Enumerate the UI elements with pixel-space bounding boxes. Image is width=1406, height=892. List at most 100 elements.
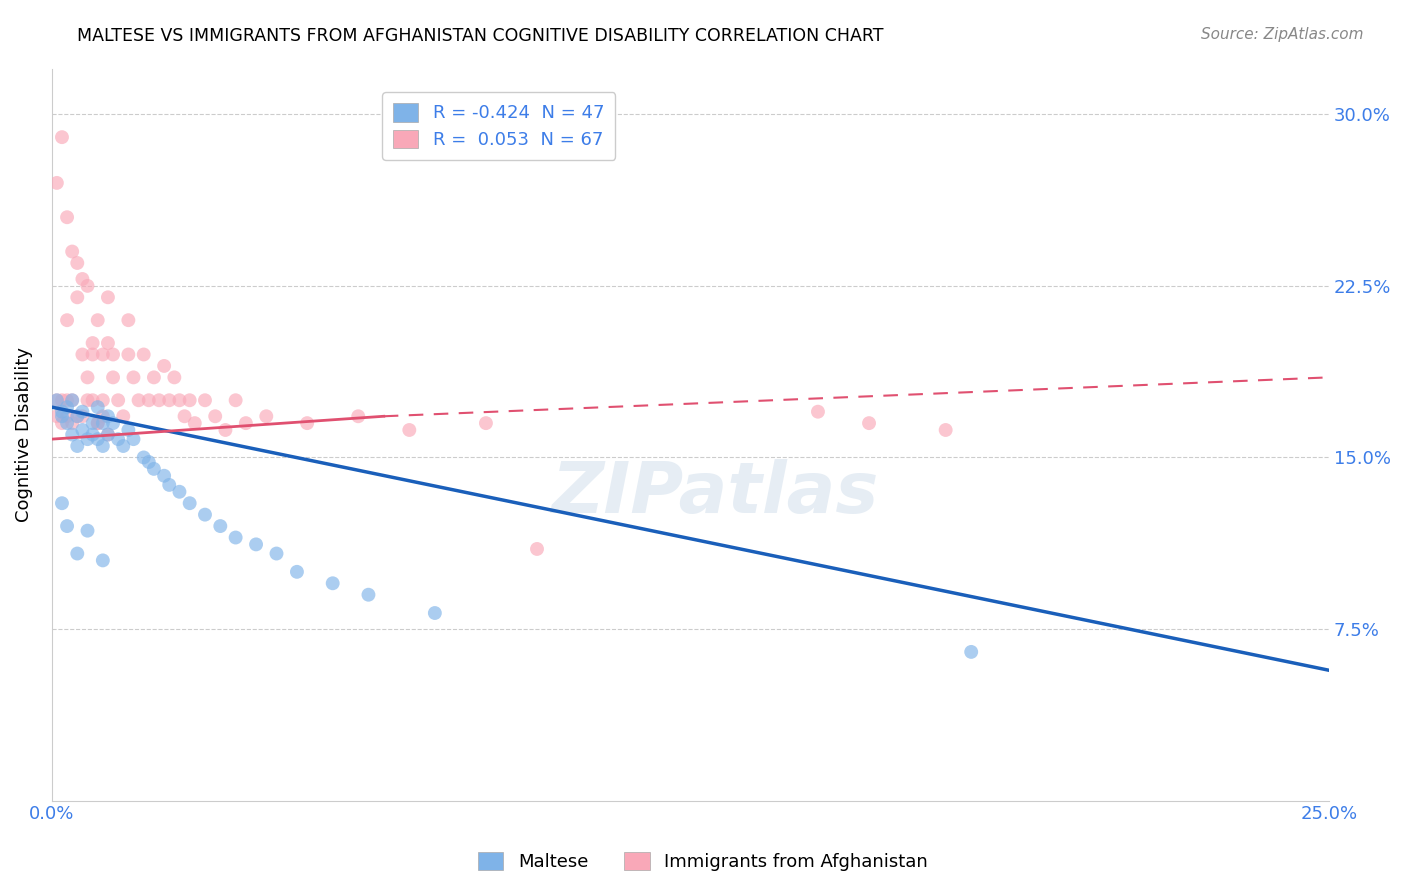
Point	[97, 290, 120, 304]
Point	[204, 409, 226, 424]
Point	[82, 427, 104, 442]
Point	[87, 313, 110, 327]
Point	[76, 278, 98, 293]
Point	[132, 347, 155, 361]
Point	[60, 427, 83, 442]
Point	[45, 176, 67, 190]
Point	[128, 393, 150, 408]
Point	[117, 423, 139, 437]
Point	[56, 313, 79, 327]
Point	[173, 409, 195, 424]
Y-axis label: Cognitive Disability: Cognitive Disability	[15, 347, 32, 522]
Point	[138, 455, 160, 469]
Point	[56, 416, 79, 430]
Point	[97, 336, 120, 351]
Point	[398, 423, 420, 437]
Point	[101, 370, 124, 384]
Point	[132, 450, 155, 465]
Point	[56, 211, 79, 225]
Point	[148, 393, 170, 408]
Point	[76, 370, 98, 384]
Legend: Maltese, Immigrants from Afghanistan: Maltese, Immigrants from Afghanistan	[471, 845, 935, 879]
Point	[66, 547, 89, 561]
Point	[66, 439, 89, 453]
Point	[87, 416, 110, 430]
Point	[475, 416, 498, 430]
Point	[72, 272, 94, 286]
Point	[66, 290, 89, 304]
Point	[56, 519, 79, 533]
Point	[225, 531, 247, 545]
Point	[807, 405, 830, 419]
Point	[254, 409, 277, 424]
Point	[91, 347, 114, 361]
Point	[225, 393, 247, 408]
Point	[91, 553, 114, 567]
Point	[97, 427, 120, 442]
Point	[357, 588, 380, 602]
Point	[285, 565, 308, 579]
Point	[72, 423, 94, 437]
Point	[138, 393, 160, 408]
Point	[169, 393, 191, 408]
Point	[112, 409, 135, 424]
Point	[72, 347, 94, 361]
Point	[60, 393, 83, 408]
Point	[960, 645, 983, 659]
Point	[66, 409, 89, 424]
Point	[107, 432, 129, 446]
Point	[526, 541, 548, 556]
Point	[179, 496, 201, 510]
Point	[51, 416, 73, 430]
Point	[122, 432, 145, 446]
Point	[184, 416, 207, 430]
Point	[935, 423, 957, 437]
Point	[142, 370, 165, 384]
Point	[66, 409, 89, 424]
Point	[423, 606, 446, 620]
Point	[51, 393, 73, 408]
Point	[51, 130, 73, 145]
Point	[60, 416, 83, 430]
Point	[153, 468, 176, 483]
Point	[87, 416, 110, 430]
Point	[82, 393, 104, 408]
Point	[101, 347, 124, 361]
Point	[82, 347, 104, 361]
Point	[66, 256, 89, 270]
Point	[60, 393, 83, 408]
Point	[117, 347, 139, 361]
Point	[194, 393, 217, 408]
Point	[97, 427, 120, 442]
Point	[122, 370, 145, 384]
Point	[142, 462, 165, 476]
Point	[45, 409, 67, 424]
Point	[101, 416, 124, 430]
Point	[51, 405, 73, 419]
Point	[107, 393, 129, 408]
Point	[858, 416, 880, 430]
Text: Source: ZipAtlas.com: Source: ZipAtlas.com	[1201, 27, 1364, 42]
Point	[56, 393, 79, 408]
Point	[112, 439, 135, 453]
Point	[76, 524, 98, 538]
Point	[76, 393, 98, 408]
Point	[235, 416, 257, 430]
Point	[97, 409, 120, 424]
Point	[266, 547, 288, 561]
Point	[76, 432, 98, 446]
Point	[56, 409, 79, 424]
Point	[51, 496, 73, 510]
Text: MALTESE VS IMMIGRANTS FROM AFGHANISTAN COGNITIVE DISABILITY CORRELATION CHART: MALTESE VS IMMIGRANTS FROM AFGHANISTAN C…	[77, 27, 884, 45]
Point	[179, 393, 201, 408]
Point	[347, 409, 370, 424]
Point	[322, 576, 344, 591]
Point	[117, 313, 139, 327]
Point	[82, 336, 104, 351]
Point	[157, 478, 180, 492]
Point	[87, 432, 110, 446]
Text: ZIPatlas: ZIPatlas	[553, 458, 880, 528]
Point	[45, 393, 67, 408]
Point	[295, 416, 318, 430]
Point	[169, 484, 191, 499]
